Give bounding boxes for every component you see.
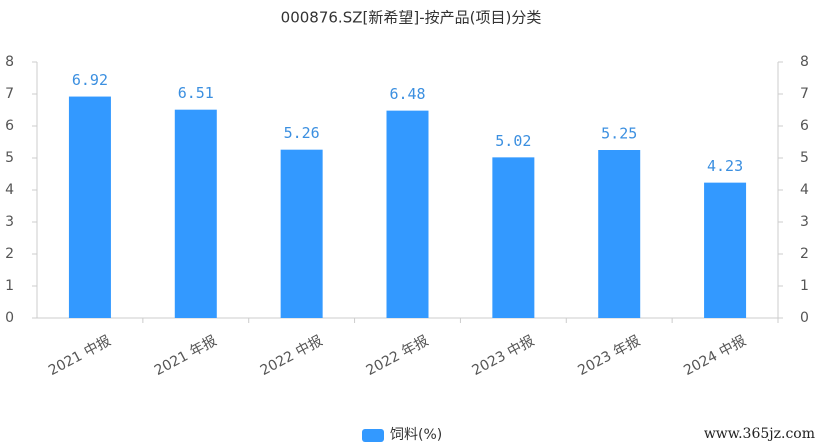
data-label: 5.02 — [495, 132, 531, 150]
y-tick-label: 8 — [5, 54, 14, 70]
bar — [386, 110, 429, 318]
y-tick-label: 1 — [5, 278, 14, 294]
y-tick-label: 0 — [5, 310, 14, 326]
watermark: www.365jz.com — [704, 426, 815, 442]
legend-label: 饲料(%) — [390, 427, 442, 443]
y2-tick-label: 6 — [800, 118, 809, 134]
bar — [598, 150, 641, 318]
y2-tick-label: 3 — [800, 214, 809, 230]
data-label: 6.92 — [72, 71, 108, 89]
y2-tick-label: 2 — [800, 246, 809, 262]
x-tick-label: 2023 中报 — [469, 333, 537, 379]
y2-tick-label: 5 — [800, 150, 809, 166]
x-tick-label: 2023 年报 — [575, 333, 643, 379]
y-tick-label: 6 — [5, 118, 14, 134]
data-label: 6.48 — [389, 85, 425, 103]
y2-tick-label: 7 — [800, 86, 809, 102]
bar — [704, 182, 747, 318]
chart-title: 000876.SZ[新希望]-按产品(项目)分类 — [281, 9, 542, 27]
data-label: 5.26 — [284, 124, 320, 142]
y-tick-label: 7 — [5, 86, 14, 102]
bar — [492, 157, 535, 318]
y2-tick-label: 1 — [800, 278, 809, 294]
bar — [280, 149, 323, 318]
x-tick-label: 2021 中报 — [46, 333, 114, 379]
data-label: 5.25 — [601, 125, 637, 143]
x-tick-label: 2024 中报 — [681, 333, 749, 379]
y-tick-label: 4 — [5, 182, 14, 198]
y2-tick-label: 8 — [800, 54, 809, 70]
x-tick-label: 2022 年报 — [364, 333, 432, 379]
y-tick-label: 5 — [5, 150, 14, 166]
legend-swatch — [362, 429, 384, 442]
y-tick-label: 2 — [5, 246, 14, 262]
data-label: 4.23 — [707, 157, 743, 175]
y2-tick-label: 0 — [800, 310, 809, 326]
y2-tick-label: 4 — [800, 182, 809, 198]
bar — [174, 109, 217, 319]
x-tick-label: 2021 年报 — [152, 333, 220, 379]
y-tick-label: 3 — [5, 214, 14, 230]
x-tick-label: 2022 中报 — [258, 333, 326, 379]
data-label: 6.51 — [178, 84, 214, 102]
bar — [68, 96, 111, 318]
